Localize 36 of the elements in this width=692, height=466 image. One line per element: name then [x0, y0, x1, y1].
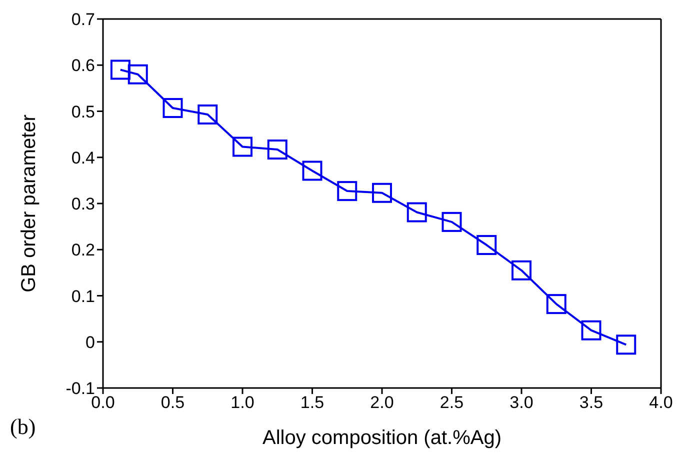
x-tick-label: 0.5: [160, 393, 185, 412]
y-tick-label: 0.6: [71, 56, 95, 76]
x-tick-label: 1.0: [230, 393, 254, 412]
point: [616, 334, 636, 355]
x-tick-label: 3.0: [510, 393, 534, 412]
point: [406, 202, 427, 222]
y-tick-label: 0: [86, 332, 95, 352]
x-axis-title: Alloy composition (at.%Ag): [262, 427, 502, 449]
x-tick-label: 0.0: [91, 393, 115, 412]
point: [232, 136, 252, 157]
point: [476, 235, 497, 256]
point: [337, 181, 358, 202]
y-tick-label: 0.2: [71, 240, 95, 260]
point: [512, 260, 532, 280]
y-tick-label: 0.7: [71, 10, 95, 30]
point: [546, 294, 566, 314]
x-tick-label: 4.0: [649, 393, 673, 412]
point: [302, 160, 322, 181]
point: [372, 182, 392, 203]
x-tick-label: 2.0: [370, 393, 394, 412]
y-tick-label: 0.3: [71, 194, 95, 214]
x-tick-label: 3.5: [579, 393, 604, 412]
y-tick-label: 0.4: [71, 148, 95, 168]
point: [198, 104, 218, 124]
y-tick-label: 0.5: [71, 102, 95, 122]
point: [128, 64, 148, 84]
text: (b): [10, 414, 36, 440]
point: [442, 212, 462, 232]
point: [162, 98, 183, 118]
y-tick-label: 0.1: [71, 286, 95, 306]
x-tick-label: 1.5: [300, 393, 324, 412]
x-tick-label: 2.5: [440, 393, 464, 412]
y-axis-title: GB order parameter: [18, 114, 40, 292]
point: [581, 320, 602, 340]
point: [110, 60, 130, 80]
point: [267, 140, 288, 160]
